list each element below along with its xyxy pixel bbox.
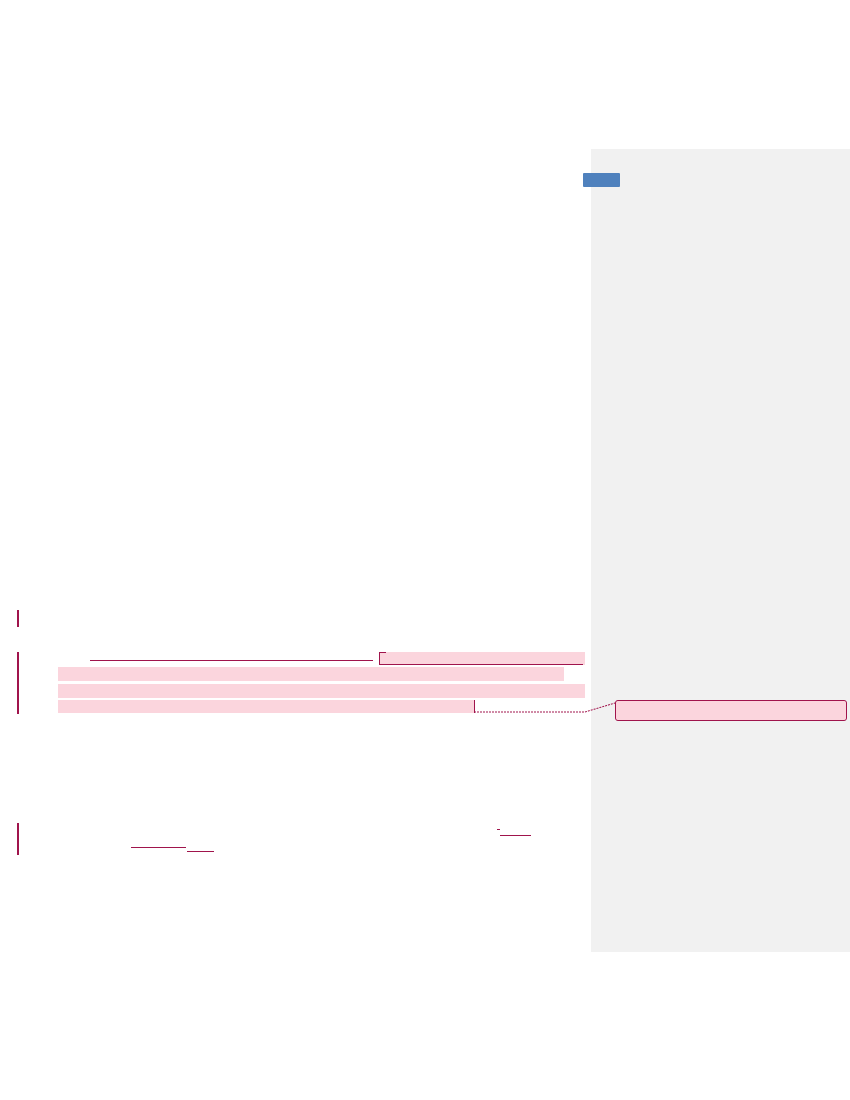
- tracked-change-bracket: [474, 700, 475, 713]
- tracked-change-highlight: [58, 684, 585, 698]
- inserted-text-underline: [90, 660, 373, 661]
- inserted-text-underline: [187, 851, 214, 852]
- markup-pane: [591, 149, 850, 952]
- change-bar: [17, 823, 19, 855]
- inserted-text-underline: [500, 835, 531, 836]
- tracked-change-highlight: [58, 667, 564, 681]
- tracked-change-bracket: [379, 652, 386, 665]
- tracked-change-highlight: [380, 652, 585, 665]
- inserted-text-underline: [380, 664, 583, 665]
- inserted-text-underline: [497, 829, 500, 830]
- comment-balloon[interactable]: [615, 700, 847, 721]
- tracked-change-highlight: [58, 700, 474, 713]
- change-bar: [17, 652, 19, 714]
- markup-pane-tab[interactable]: [583, 173, 620, 187]
- change-bar: [17, 610, 19, 627]
- inserted-text-underline: [131, 847, 186, 848]
